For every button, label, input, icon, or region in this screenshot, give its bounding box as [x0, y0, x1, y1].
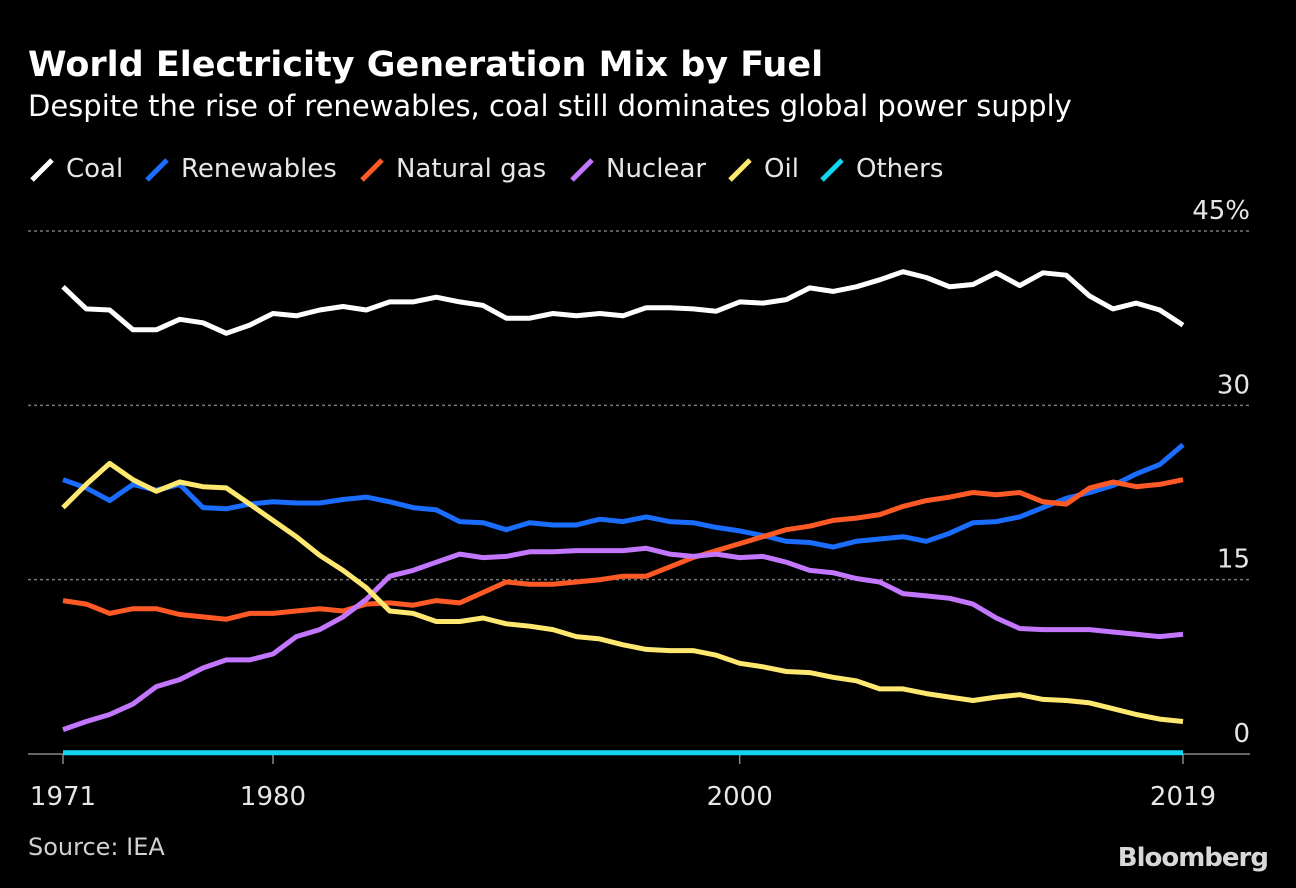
chart-subtitle: Despite the rise of renewables, coal sti…	[28, 89, 1072, 123]
legend-swatch-icon	[360, 158, 384, 182]
y-tick-label: 0	[1233, 719, 1250, 749]
y-tick-label: 15	[1217, 545, 1250, 575]
series-line-natural-gas	[62, 477, 1184, 622]
legend-item: Renewables	[145, 154, 337, 184]
series-lines	[61, 269, 1185, 756]
legend-label: Nuclear	[606, 154, 706, 184]
series-line-nuclear	[62, 545, 1184, 732]
legend-item: Others	[820, 154, 943, 184]
bloomberg-logo: Bloomberg	[1118, 843, 1268, 873]
legend-swatch-icon	[820, 158, 844, 182]
legend-label: Coal	[66, 154, 123, 184]
grid	[28, 230, 1250, 581]
legend-swatch-icon	[30, 158, 54, 182]
legend-item: Oil	[728, 154, 799, 184]
legend-label: Renewables	[181, 154, 337, 184]
x-tick-label: 2019	[1150, 782, 1216, 812]
legend-swatch-icon	[145, 158, 169, 182]
series-line-coal	[61, 269, 1185, 336]
legend-label: Oil	[764, 154, 799, 184]
legend: Coal Renewables Natural gas Nuclear Oil Other…	[30, 154, 943, 184]
x-tick-label: 2000	[707, 782, 773, 812]
y-axis: 0 15 30 45%	[1192, 196, 1250, 749]
legend-swatch-icon	[570, 158, 594, 182]
legend-item: Natural gas	[360, 154, 546, 184]
legend-label: Natural gas	[396, 154, 546, 184]
legend-item: Coal	[30, 154, 123, 184]
legend-item: Nuclear	[570, 154, 706, 184]
legend-label: Others	[856, 154, 943, 184]
chart-title: World Electricity Generation Mix by Fuel	[28, 45, 823, 85]
y-tick-label: 30	[1217, 370, 1250, 400]
series-line-renewables	[62, 442, 1185, 550]
y-tick-label: 45%	[1192, 196, 1250, 226]
x-tick-label: 1980	[240, 782, 306, 812]
x-tick-label: 1971	[30, 782, 96, 812]
legend-swatch-icon	[728, 158, 752, 182]
series-line-oil	[61, 460, 1184, 724]
x-axis: 1971 1980 2000 2019	[28, 753, 1250, 812]
source-note: Source: IEA	[28, 833, 165, 861]
